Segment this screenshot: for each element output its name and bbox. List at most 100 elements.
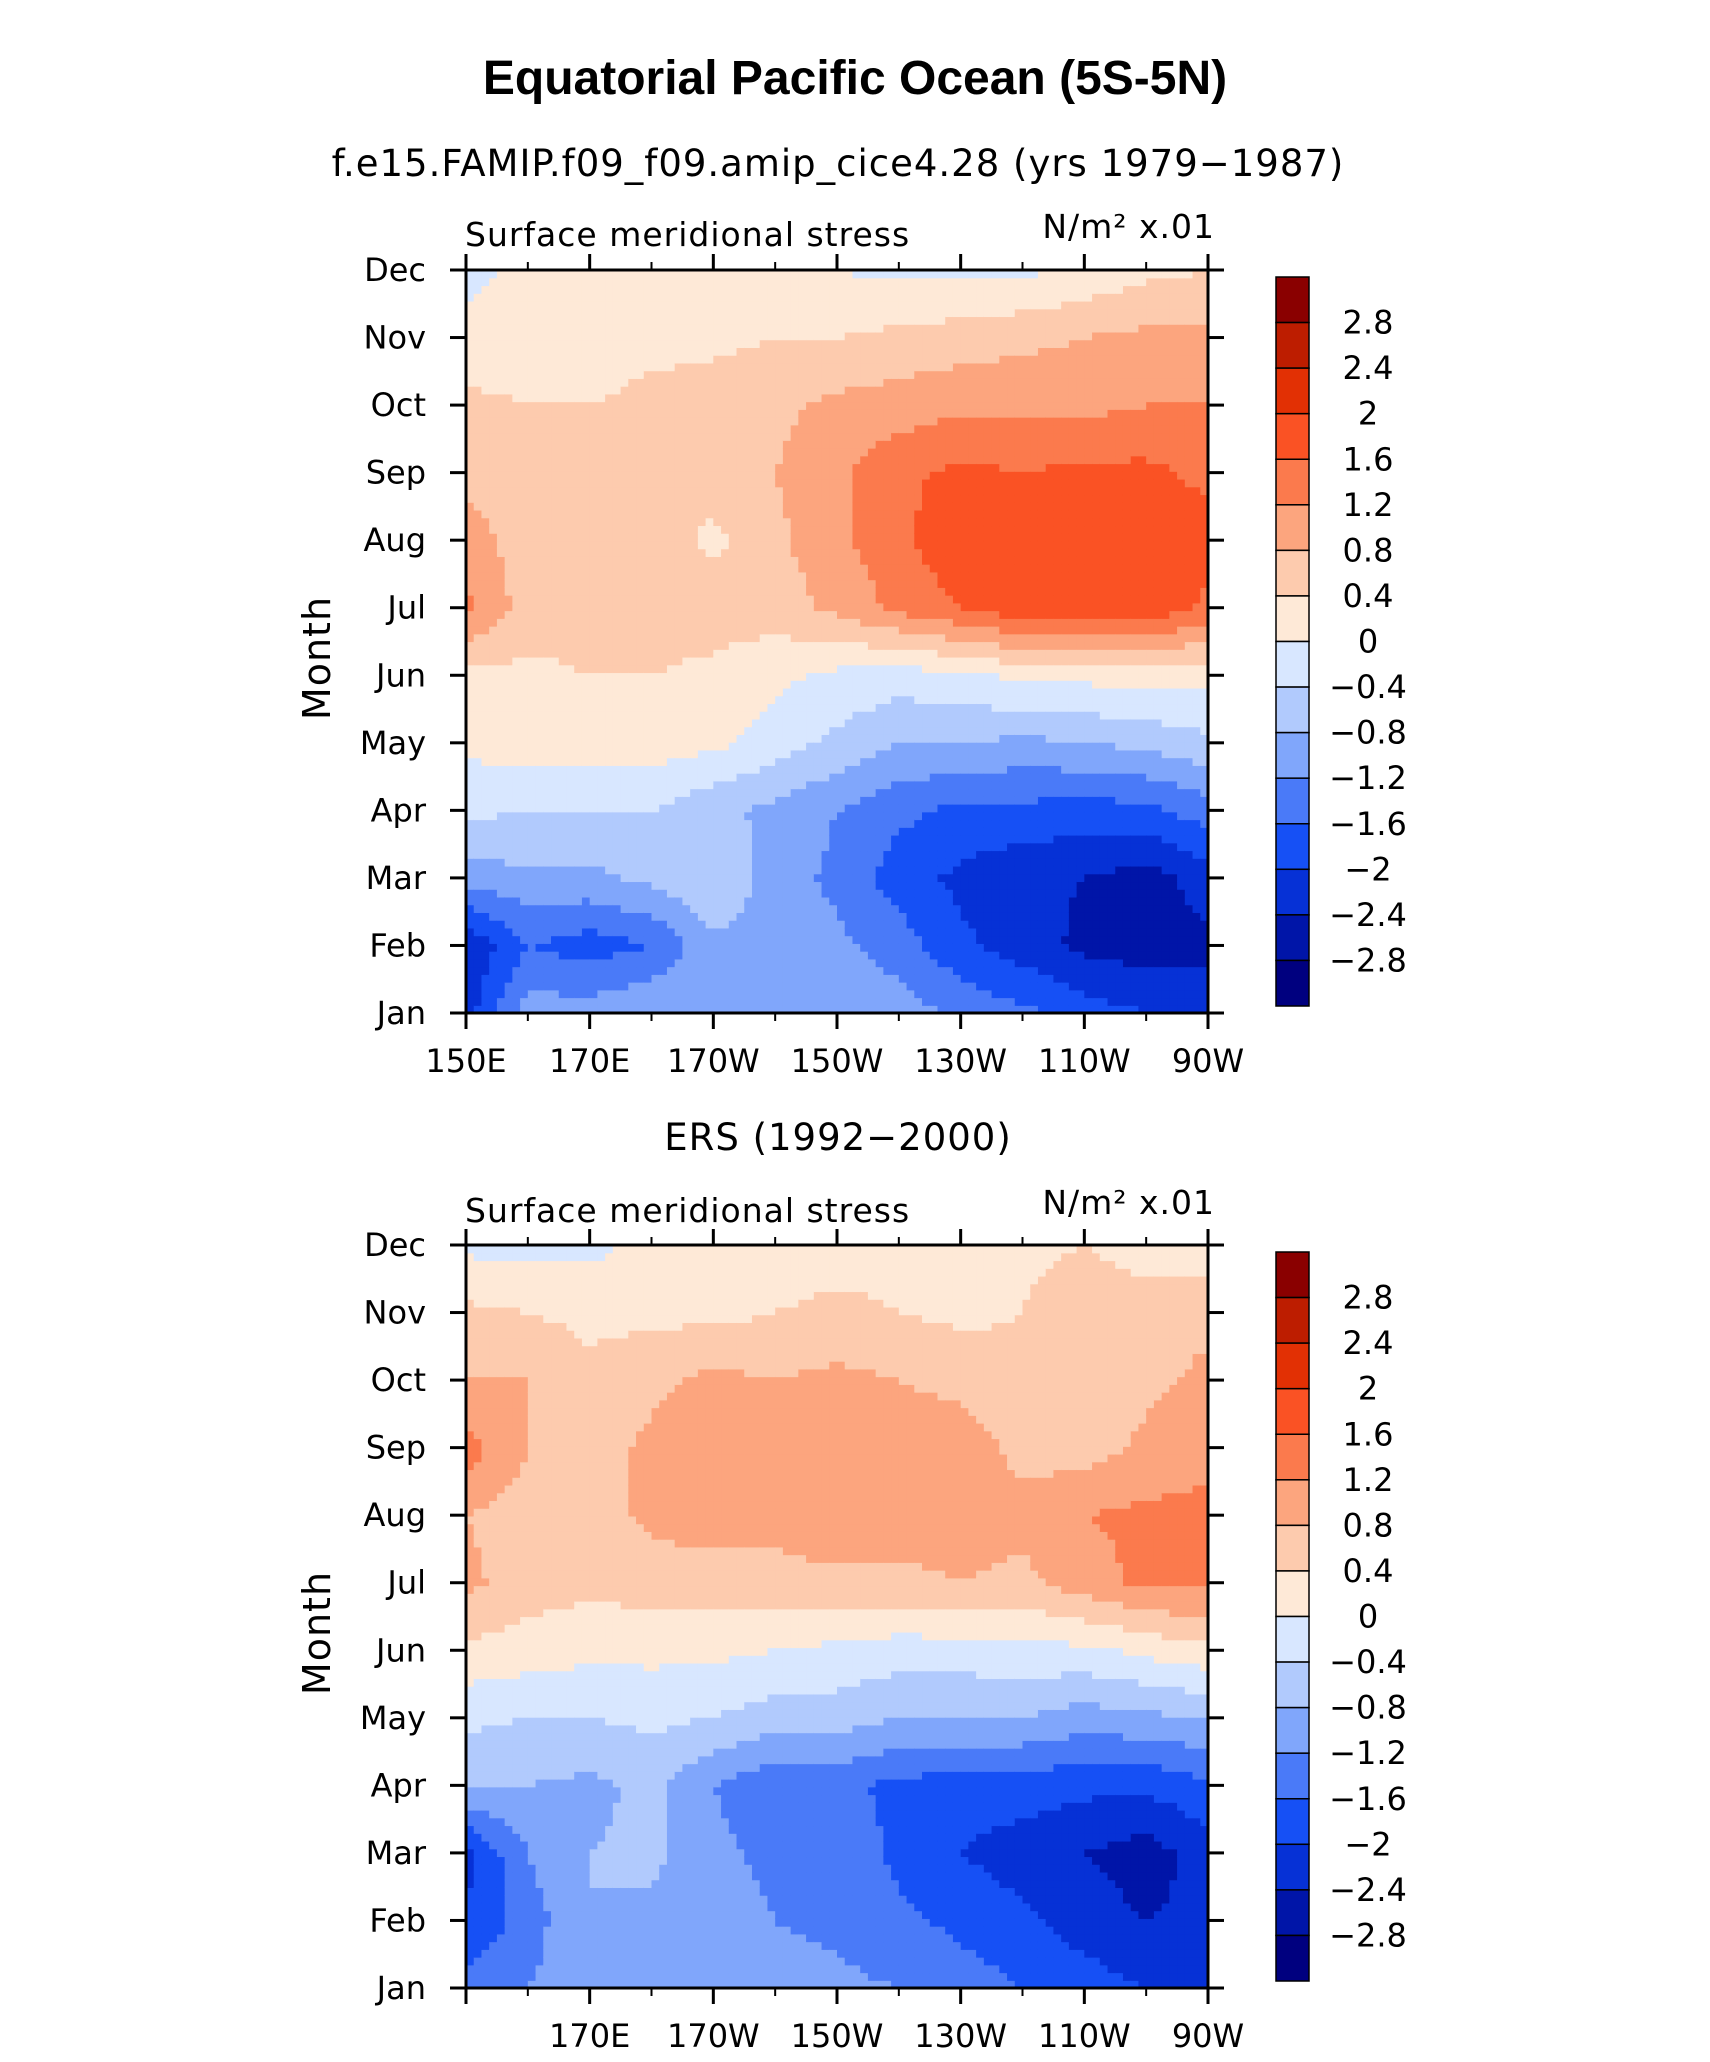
contour-cell [775,711,783,719]
contour-cell [605,386,613,394]
contour-cell [791,765,799,773]
contour-cell [845,471,853,479]
contour-cell [822,789,830,797]
contour-cell [791,703,799,711]
contour-cell [752,657,760,665]
contour-cell [628,905,636,913]
contour-cell [675,967,683,975]
contour-cell [760,626,768,634]
contour-cell [489,618,497,626]
contour-cell [566,912,574,920]
contour-cell [860,518,868,526]
contour-cell [806,479,814,487]
contour-cell [621,719,629,727]
contour-cell [775,943,783,951]
contour-cell [682,850,690,858]
contour-cell [775,618,783,626]
contour-cell [536,835,544,843]
contour-cell [744,309,752,317]
contour-cell [489,340,497,348]
contour-cell [791,309,799,317]
contour-cell [590,928,598,936]
contour-cell [613,533,621,541]
contour-cell [489,649,497,657]
contour-cell [737,912,745,920]
contour-cell [783,394,791,402]
contour-cell [798,835,806,843]
contour-cell [474,928,482,936]
contour-cell [806,649,814,657]
contour-cell [489,858,497,866]
contour-cell [675,765,683,773]
contour-cell [613,820,621,828]
contour-cell [806,634,814,642]
contour-cell [729,301,737,309]
contour-cell [798,750,806,758]
contour-cell [791,696,799,704]
contour-cell [713,293,721,301]
contour-cell [783,758,791,766]
contour-cell [837,881,845,889]
contour-cell [667,572,675,580]
contour-cell [605,278,613,286]
contour-cell [551,812,559,820]
contour-cell [559,626,567,634]
contour-cell [605,572,613,580]
contour-cell [845,881,853,889]
contour-cell [690,990,698,998]
contour-cell [644,750,652,758]
contour-cell [852,611,860,619]
contour-cell [582,951,590,959]
contour-cell [852,812,860,820]
contour-cell [713,494,721,502]
contour-cell [860,649,868,657]
contour-cell [737,711,745,719]
contour-cell [806,657,814,665]
contour-cell [536,758,544,766]
contour-cell [481,595,489,603]
contour-cell [667,564,675,572]
contour-cell [605,858,613,866]
contour-cell [613,518,621,526]
contour-cell [559,556,567,564]
contour-cell [536,688,544,696]
contour-cell [783,456,791,464]
contour-cell [798,309,806,317]
contour-cell [698,928,706,936]
contour-cell [698,642,706,650]
contour-cell [605,959,613,967]
contour-cell [636,378,644,386]
contour-cell [512,897,520,905]
contour-cell [667,750,675,758]
contour-cell [675,463,683,471]
contour-cell [783,518,791,526]
contour-cell [791,897,799,905]
contour-cell [752,866,760,874]
contour-cell [860,347,868,355]
contour-cell [574,572,582,580]
contour-cell [621,603,629,611]
contour-cell [597,734,605,742]
contour-cell [690,665,698,673]
contour-cell [597,905,605,913]
contour-cell [613,386,621,394]
contour-cell [698,564,706,572]
contour-cell [682,340,690,348]
contour-cell [497,626,505,634]
contour-cell [767,866,775,874]
contour-cell [474,665,482,673]
contour-cell [852,324,860,332]
contour-cell [690,843,698,851]
contour-cell [613,804,621,812]
contour-cell [682,642,690,650]
contour-cell [706,711,714,719]
contour-cell [729,309,737,317]
contour-cell [543,951,551,959]
contour-cell [837,332,845,340]
contour-cell [760,510,768,518]
contour-cell [613,967,621,975]
contour-cell [574,518,582,526]
contour-cell [798,850,806,858]
contour-cell [713,897,721,905]
contour-cell [636,905,644,913]
